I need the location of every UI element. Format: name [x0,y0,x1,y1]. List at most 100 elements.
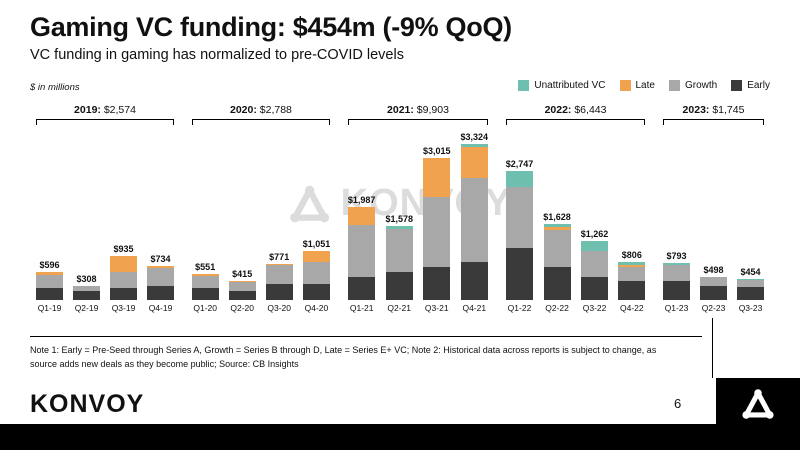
bar-column: $2,747 Q1-22 [506,129,534,313]
legend-label: Late [635,80,655,91]
stacked-bar [110,255,137,300]
bars-row: $1,987 Q1-21 $1,578 Q2-21 $3,015 Q3-21 $3,324 Q… [348,129,488,313]
legend-label: Unattributed VC [534,80,606,91]
year-header: 2022: $6,443 [505,104,646,125]
legend-swatch [668,80,680,91]
legend-item: Unattributed VC [518,80,606,91]
bar-segment-unattributed [581,240,609,251]
bar-segment-growth [110,271,137,289]
footer-bar [0,424,800,450]
bar-column: $1,578 Q2-21 [385,129,413,313]
year-total: $6,443 [574,104,607,116]
bar-segment-unattributed [385,225,413,230]
bar-segment-unattributed [543,223,571,227]
bar-column: $1,262 Q3-22 [581,129,609,313]
legend-item: Late [619,80,655,91]
bar-value-label: $415 [232,268,253,279]
year-group: 2020: $2,788 $551 Q1-20 $415 Q2-20 $771 Q3-20 $… [191,104,331,313]
stacked-bar [302,250,330,300]
bar-segment-late [265,263,293,265]
bar-segment-late [191,274,219,277]
bar-segment-growth [543,229,571,268]
page-number: 6 [674,396,682,411]
bar-segment-growth [581,250,609,277]
year-label: 2020: $2,788 [192,104,331,116]
bar-column: $3,324 Q4-21 [461,129,489,313]
bar-segment-late [36,271,63,276]
bar-segment-growth [737,279,764,287]
bar-value-label: $1,578 [385,213,413,224]
bar-segment-growth [663,264,690,282]
units-label: $ in millions [30,82,80,93]
bar-segment-growth [618,267,646,282]
bar-column: $498 Q2-23 [700,129,727,313]
bar-segment-unattributed [663,262,690,265]
x-axis-label: Q1-19 [37,303,62,313]
year-total: $2,574 [103,104,136,116]
year-text: 2023: [682,104,713,116]
konvoy-logo-icon [290,185,330,222]
divider-vertical [712,318,713,378]
bar-segment-early [228,290,256,300]
footnote: Note 1: Early = Pre-Seed through Series … [30,345,657,369]
bar-segment-unattributed [737,278,764,280]
page-subtitle: VC funding in gaming has normalized to p… [30,47,404,63]
x-axis-label: Q2-23 [701,303,726,313]
bar-segment-growth [302,262,330,284]
year-header: 2023: $1,745 [663,104,764,125]
bar-value-label: $454 [740,266,761,277]
bar-column: $771 Q3-20 [265,129,293,313]
bar-segment-early [460,262,488,300]
bar-column: $415 Q2-20 [228,129,256,313]
year-total: $2,788 [259,104,292,116]
bar-segment-growth [385,229,413,272]
stacked-bar [423,158,451,300]
bar-segment-early [36,288,63,300]
year-bracket [36,119,174,125]
x-axis-label: Q3-19 [111,303,136,313]
legend-item: Growth [668,80,717,91]
year-header: 2020: $2,788 [191,104,331,125]
year-label: 2019: $2,574 [36,104,174,116]
footer-corner [716,378,800,450]
bar-column: $1,628 Q2-22 [543,129,571,313]
year-bracket [191,119,331,125]
bar-value-label: $771 [269,251,290,262]
stacked-bar [700,276,727,300]
year-group: 2023: $1,745 $793 Q1-23 $498 Q2-23 $454 Q3-23 [663,104,764,313]
bar-segment-growth [265,264,293,284]
x-axis-label: Q1-22 [507,303,532,313]
bar-segment-early [385,271,413,300]
bar-column: $734 Q4-19 [147,129,174,313]
bar-segment-growth [505,187,533,249]
x-axis-label: Q4-21 [462,303,487,313]
x-axis-label: Q3-22 [582,303,607,313]
x-axis-label: Q4-20 [304,303,329,313]
bar-value-label: $1,051 [302,238,331,249]
year-text: 2020: [230,104,260,116]
bar-segment-growth [348,224,376,277]
year-text: 2019: [74,104,104,116]
bar-segment-growth [191,276,219,289]
legend-swatch [731,80,743,91]
year-label: 2022: $6,443 [506,104,646,116]
bar-value-label: $596 [39,259,60,270]
bar-segment-early [265,283,293,300]
bar-segment-early [423,267,451,300]
bar-column: $1,051 Q4-20 [303,129,331,313]
bar-segment-growth [228,282,256,291]
bar-segment-growth [147,268,174,286]
bar-segment-late [302,250,330,263]
bar-column: $551 Q1-20 [191,129,219,313]
bar-segment-early [302,283,330,300]
bar-value-label: $935 [113,243,134,254]
bar-segment-unattributed [505,170,533,188]
stacked-bar [147,265,174,300]
bar-value-label: $734 [150,253,171,264]
bar-segment-early [147,285,174,300]
bar-column: $1,987 Q1-21 [348,129,376,313]
bars-row: $551 Q1-20 $415 Q2-20 $771 Q3-20 $1,051 Q4-20 [191,129,331,313]
year-text: 2021: [387,104,417,116]
x-axis-label: Q2-20 [230,303,254,313]
